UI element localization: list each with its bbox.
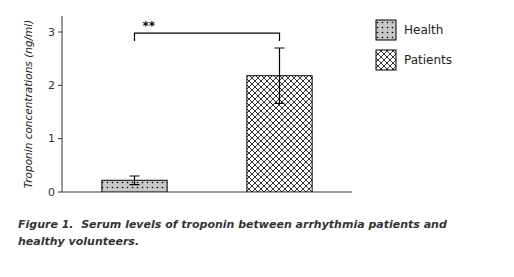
y-axis <box>62 16 63 192</box>
y-tick-label: 3 <box>48 26 55 39</box>
legend-swatch <box>376 50 396 70</box>
legend-swatch-pattern <box>376 20 396 40</box>
legend-swatch-pattern <box>376 50 396 70</box>
y-tick-label: 2 <box>48 79 55 92</box>
y-tick <box>58 85 62 86</box>
legend-label: Health <box>404 23 443 37</box>
significance-label: ** <box>143 19 156 33</box>
chart: 0 1 2 3 Troponin concentrations (ng/ml) ** Hea… <box>0 0 514 277</box>
y-tick <box>58 32 62 33</box>
significance-bracket <box>135 33 280 41</box>
error-bar <box>275 48 285 103</box>
y-tick <box>58 192 62 193</box>
error-bar <box>130 176 140 185</box>
caption: Figure 1. Serum levels of troponin betwe… <box>18 218 447 231</box>
plot-area <box>102 48 312 192</box>
y-tick-label: 1 <box>48 132 55 145</box>
legend-swatch <box>376 20 396 40</box>
legend-label: Patients <box>404 53 452 67</box>
caption: healthy volunteers. <box>18 235 139 248</box>
y-axis-label: Troponin concentrations (ng/ml) <box>22 20 34 189</box>
y-tick-label: 0 <box>48 186 55 199</box>
y-tick <box>58 138 62 139</box>
